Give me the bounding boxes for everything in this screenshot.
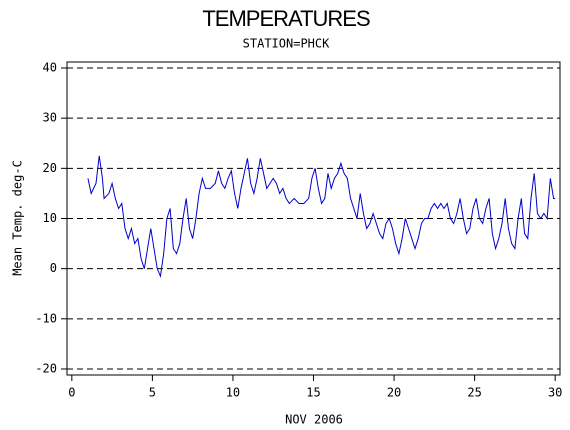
x-axis-label: NOV 2006: [285, 413, 343, 427]
y-tick-label: 0: [50, 261, 57, 275]
y-tick-label: -20: [35, 361, 57, 375]
x-tick-label: 25: [467, 386, 481, 400]
x-tick-label: 0: [68, 386, 75, 400]
chart-title: TEMPERATURES: [202, 6, 370, 31]
x-tick-label: 20: [387, 386, 401, 400]
y-tick-label: 30: [43, 111, 57, 125]
x-tick-label: 15: [306, 386, 320, 400]
x-tick-label: 30: [548, 386, 562, 400]
y-tick-label: -10: [35, 311, 57, 325]
chart-subtitle: STATION=PHCK: [243, 37, 330, 51]
y-tick-label: 40: [43, 61, 57, 75]
y-axis-label: Mean Temp. deg-C: [11, 160, 25, 276]
x-tick-label: 5: [149, 386, 156, 400]
data-line: [87, 155, 556, 279]
x-tick-label: 10: [226, 386, 240, 400]
y-tick-label: 10: [43, 211, 57, 225]
y-tick-label: 20: [43, 161, 57, 175]
